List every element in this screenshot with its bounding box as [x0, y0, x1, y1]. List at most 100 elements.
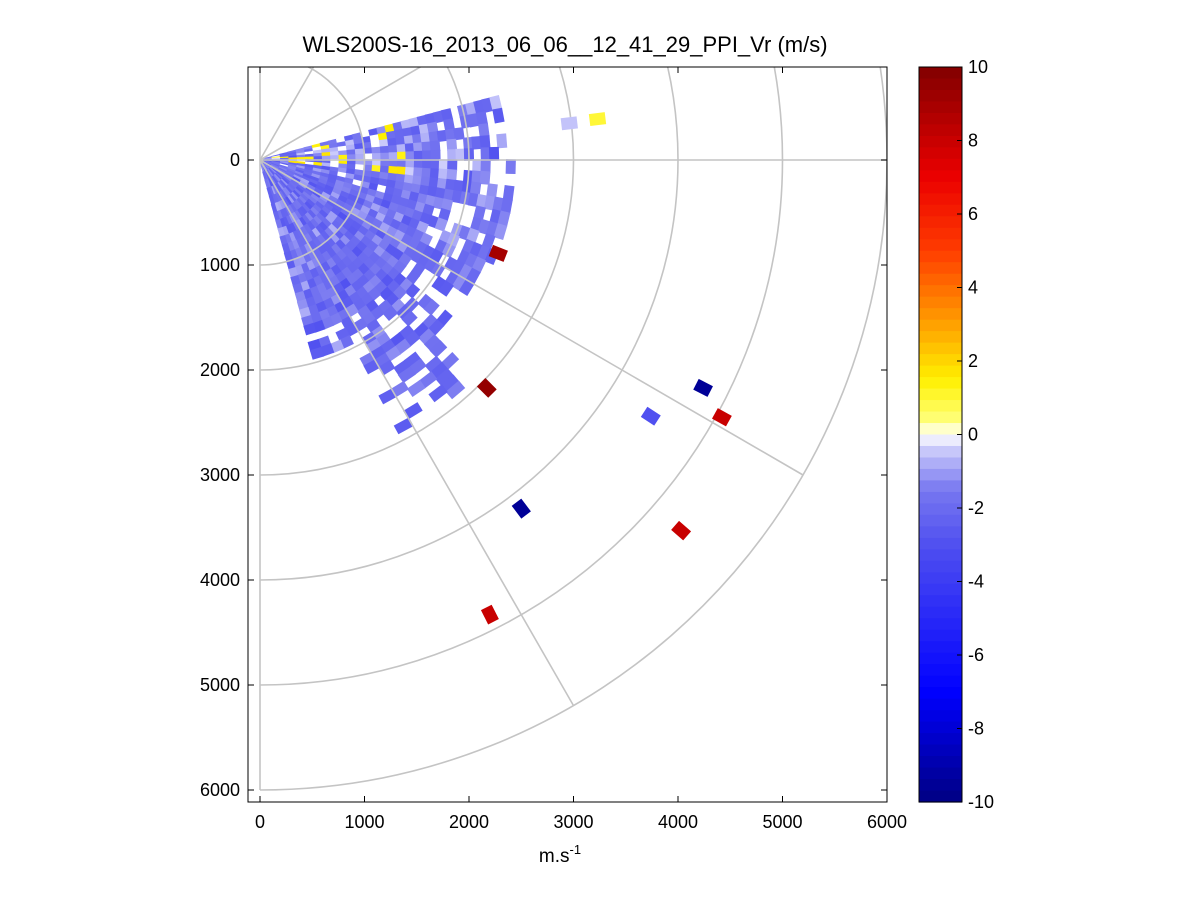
colorbar-level — [919, 664, 962, 677]
echo-cell — [287, 193, 298, 204]
echo-cell — [273, 211, 281, 222]
echo-cell — [403, 134, 415, 146]
echo-cell — [465, 227, 480, 244]
echo-cell — [476, 244, 492, 262]
echo-cell — [393, 417, 414, 435]
echo-cell — [388, 144, 399, 155]
colorbar-level — [919, 445, 962, 459]
colorbar-level — [919, 733, 962, 746]
colorbar-level — [919, 675, 962, 688]
colorbar-level — [919, 216, 962, 229]
echo-cell — [260, 163, 265, 174]
echo-cell — [486, 183, 498, 199]
echo-cell — [285, 184, 296, 194]
echo-cell — [396, 151, 408, 161]
grid-ring-upper — [446, 67, 470, 161]
echo-cell — [410, 125, 423, 137]
colorbar-tick-label: -2 — [968, 498, 984, 518]
echo-cell — [270, 203, 278, 214]
echo-cell — [438, 280, 454, 297]
colorbar-level — [919, 560, 962, 573]
echo-cell — [497, 210, 511, 228]
echo-cell — [371, 146, 382, 155]
colorbar-level — [919, 606, 962, 619]
echo-cell — [289, 179, 300, 189]
isolated-return — [480, 604, 499, 625]
echo-cell — [421, 141, 433, 153]
isolated-return — [588, 112, 607, 127]
echo-cell — [455, 148, 466, 161]
colorbar-level — [919, 181, 962, 194]
echo-cell — [429, 340, 448, 358]
echo-cell — [404, 283, 421, 299]
y-tick-label: 2000 — [200, 360, 240, 380]
echo-cell — [413, 142, 424, 153]
echo-cell — [356, 305, 372, 320]
colorbar: 10 8 6 4 2 0 -2 -4 -6 -8 -10 — [918, 57, 994, 812]
colorbar-level — [919, 629, 962, 642]
echo-cell — [471, 170, 483, 184]
echo-cell — [479, 135, 491, 150]
echo-cell — [403, 174, 415, 186]
echo-cell — [438, 159, 449, 171]
isolated-return — [476, 378, 497, 398]
isolated-return — [640, 406, 661, 426]
echo-cell — [281, 176, 292, 185]
echo-cell — [496, 133, 508, 149]
isolated-return — [693, 378, 713, 397]
colorbar-level — [919, 480, 962, 493]
echo-cell — [418, 371, 438, 389]
echo-cell — [379, 286, 395, 302]
echo-cell — [480, 159, 491, 173]
y-tick-label: 0 — [230, 150, 240, 170]
colorbar-level — [919, 262, 962, 275]
echo-cell — [309, 346, 325, 360]
echo-cell — [420, 132, 432, 144]
echo-cell — [396, 159, 408, 169]
echo-cell — [378, 388, 397, 405]
echo-cell — [264, 179, 270, 190]
x-tick-label: 0 — [255, 812, 265, 832]
echo-cell — [404, 166, 416, 177]
echo-cell — [500, 197, 513, 214]
echo-cell — [418, 328, 436, 346]
echo-cell — [405, 159, 416, 169]
echo-cell — [284, 224, 294, 236]
echo-cell — [453, 127, 465, 141]
echo-cell — [429, 361, 449, 380]
echo-cell — [471, 136, 483, 150]
colorbar-level — [919, 342, 962, 355]
colorbar-level — [919, 434, 962, 447]
colorbar-level — [919, 756, 962, 769]
echo-cell — [284, 185, 294, 196]
colorbar-level — [919, 721, 962, 734]
colorbar-level — [919, 250, 962, 263]
echo-cell — [413, 150, 424, 161]
grid-ring — [259, 159, 887, 791]
echo-cell — [493, 223, 508, 240]
echo-cell — [309, 175, 321, 184]
echo-cell — [469, 181, 482, 196]
echo-cell — [443, 118, 455, 132]
x-tick-label: 3000 — [553, 812, 593, 832]
echo-cell — [363, 147, 374, 156]
echo-cell — [266, 187, 273, 198]
colorbar-level — [919, 537, 962, 550]
colorbar-level — [919, 572, 962, 585]
echo-cell — [430, 149, 441, 161]
isolated-return — [488, 244, 508, 262]
colorbar-tick-label: 0 — [968, 425, 978, 445]
echo-cell — [435, 368, 455, 387]
echo-cell — [424, 355, 443, 374]
y-tick-label: 1000 — [200, 255, 240, 275]
echo-cell — [285, 204, 296, 216]
echo-cell — [380, 152, 391, 161]
echo-cell — [281, 225, 290, 237]
echo-cell — [489, 95, 503, 112]
echo-cell — [319, 343, 335, 357]
echo-cell — [440, 352, 460, 371]
echo-cell — [404, 143, 416, 154]
isolated-return — [711, 408, 732, 427]
echo-cell — [379, 145, 391, 155]
echo-cell — [434, 217, 448, 232]
